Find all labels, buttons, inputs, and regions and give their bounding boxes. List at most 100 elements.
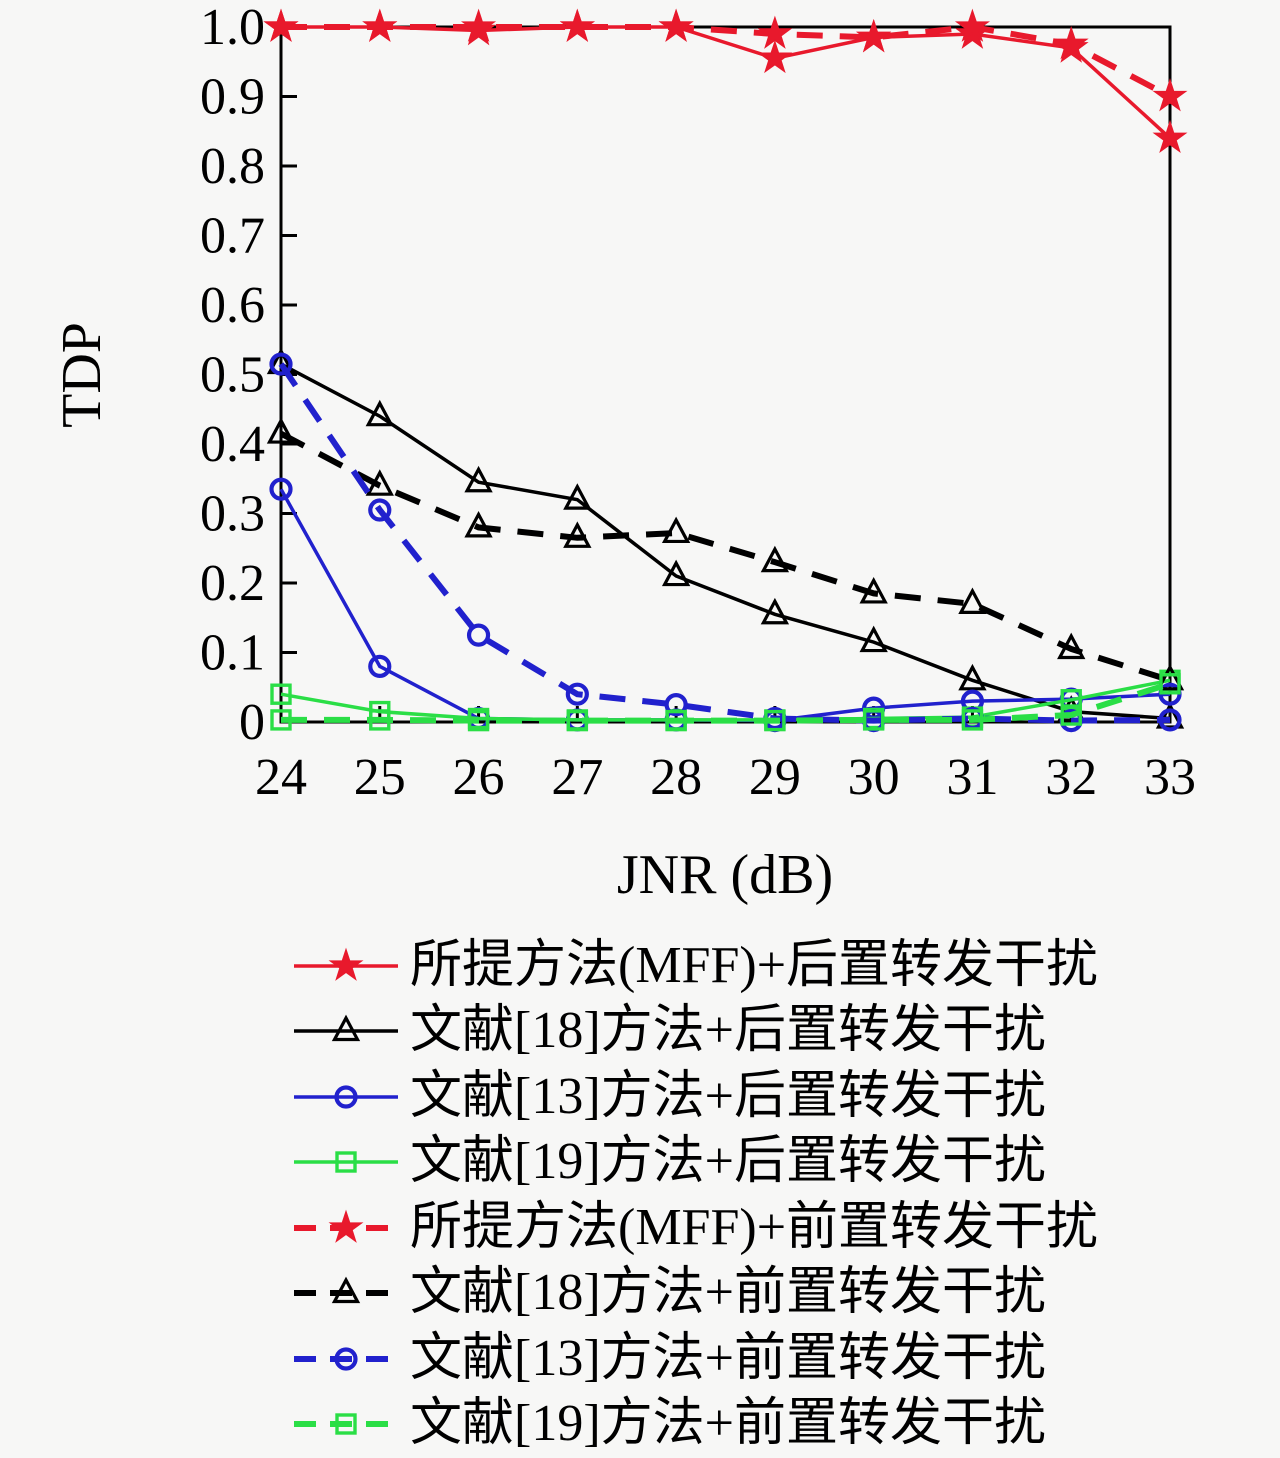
marker-triangle [661, 516, 691, 544]
x-tick-label: 24 [255, 749, 307, 806]
marker-triangle [365, 399, 394, 427]
y-tick-label: 0.5 [200, 347, 265, 404]
marker-star [328, 1209, 364, 1243]
legend-sample-dashed-square [294, 1413, 398, 1435]
legend-sample-dashed-star [294, 1209, 398, 1243]
legend-label: 文献[13]方法+后置转发干扰 [410, 1067, 1046, 1125]
marker-square [369, 709, 391, 731]
legend: 所提方法(MFF)+后置转发干扰 文献[18]方法+后置转发干扰 文献[13]方法+… [0, 933, 1280, 1457]
legend-sample-dashed-triangle [294, 1276, 398, 1304]
marker-square [467, 709, 490, 732]
marker-square [665, 709, 687, 732]
y-tick-label: 0.3 [200, 486, 265, 543]
marker-circle [466, 623, 491, 647]
line-chart: 1.0 0.9 0.8 0.7 0.6 0.5 0.4 0.3 0.2 0.1 024 25 26 27 2… [51, 0, 1196, 906]
marker-triangle [266, 417, 296, 444]
y-tick-label: 0.7 [200, 208, 265, 265]
x-tick-label: 32 [1045, 749, 1097, 806]
y-tick-label: 0.2 [200, 555, 265, 612]
marker-triangle [1057, 632, 1086, 660]
marker-square [1159, 673, 1181, 695]
y-tick-label: 0.4 [200, 416, 265, 473]
marker-triangle [563, 521, 592, 548]
x-tick-label: 29 [749, 749, 801, 806]
legend-sample-solid-triangle [294, 1014, 398, 1042]
marker-star [263, 8, 299, 42]
marker-circle [334, 1347, 358, 1371]
x-axis-title: JNR (dB) [617, 844, 833, 906]
marker-square [335, 1151, 357, 1173]
marker-triangle [760, 597, 790, 625]
x-tick-label: 28 [650, 749, 702, 806]
marker-star [559, 8, 595, 42]
marker-circle [1158, 708, 1182, 732]
marker-square [566, 709, 589, 732]
legend-label: 所提方法(MFF)+后置转发干扰 [410, 936, 1099, 994]
marker-star [757, 39, 793, 74]
marker-triangle [464, 465, 493, 493]
y-tick-label: 0 [239, 694, 265, 751]
legend-label: 所提方法(MFF)+前置转发干扰 [410, 1198, 1099, 1256]
marker-star [954, 8, 990, 42]
legend-item: 文献[19]方法+前置转发干扰 [0, 1392, 1280, 1458]
series-line-2 [279, 488, 1171, 723]
x-tick-label: 25 [354, 749, 406, 806]
legend-item: 文献[18]方法+前置转发干扰 [0, 1261, 1280, 1327]
x-tick-label: 30 [848, 749, 900, 806]
legend-sample-solid-circle [294, 1085, 398, 1109]
x-tick-label: 26 [453, 749, 505, 806]
plot-border [279, 25, 1172, 724]
legend-label: 文献[13]方法+前置转发干扰 [410, 1329, 1046, 1387]
marker-circle [269, 352, 293, 376]
legend-sample-solid-square [294, 1151, 398, 1173]
marker-triangle [563, 483, 592, 510]
y-tick-label: 1.0 [200, 0, 265, 56]
marker-circle [565, 682, 589, 706]
legend-item: 所提方法(MFF)+后置转发干扰 [0, 933, 1280, 999]
series-line-0 [281, 25, 1172, 140]
marker-triangle [760, 545, 790, 573]
y-tick-label: 0.6 [200, 277, 265, 334]
marker-square [270, 709, 292, 731]
y-tick-label: 0.1 [200, 625, 265, 682]
marker-star [757, 15, 793, 49]
marker-star [328, 947, 364, 981]
series-line-1 [280, 362, 1171, 721]
x-tick-label: 27 [551, 749, 603, 806]
marker-circle [368, 498, 392, 522]
marker-circle [368, 654, 392, 679]
marker-triangle [859, 625, 888, 653]
legend-item: 文献[13]方法+后置转发干扰 [0, 1064, 1280, 1130]
marker-triangle [859, 577, 888, 604]
marker-triangle [464, 511, 493, 538]
marker-circle [269, 477, 293, 501]
legend-item: 文献[13]方法+前置转发干扰 [0, 1326, 1280, 1392]
marker-triangle [1155, 702, 1185, 729]
marker-triangle [1155, 663, 1185, 691]
marker-circle [664, 693, 688, 717]
marker-square [961, 709, 984, 731]
y-tick-label: 0.9 [200, 69, 265, 126]
marker-star [856, 19, 892, 53]
marker-star [658, 8, 694, 42]
marker-triangle [331, 1014, 361, 1042]
series-line-4 [281, 23, 1172, 100]
legend-label: 文献[19]方法+前置转发干扰 [410, 1395, 1046, 1453]
marker-square [1060, 689, 1082, 711]
marker-triangle [661, 559, 691, 587]
legend-item: 所提方法(MFF)+前置转发干扰 [0, 1195, 1280, 1261]
marker-star [461, 8, 497, 42]
legend-label: 文献[18]方法+前置转发干扰 [410, 1264, 1046, 1322]
legend-item: 文献[18]方法+后置转发干扰 [0, 999, 1280, 1065]
series-line-7 [281, 680, 1171, 724]
y-axis-title: TDP [51, 322, 113, 428]
marker-star [1152, 119, 1188, 154]
legend-item: 文献[19]方法+后置转发干扰 [0, 1130, 1280, 1196]
series-line-6 [278, 362, 1171, 724]
legend-sample-dashed-circle [294, 1347, 398, 1371]
marker-star [1053, 26, 1089, 60]
marker-square [335, 1413, 357, 1435]
y-tick-label: 0.8 [200, 138, 265, 195]
x-tick-label: 33 [1144, 749, 1196, 806]
